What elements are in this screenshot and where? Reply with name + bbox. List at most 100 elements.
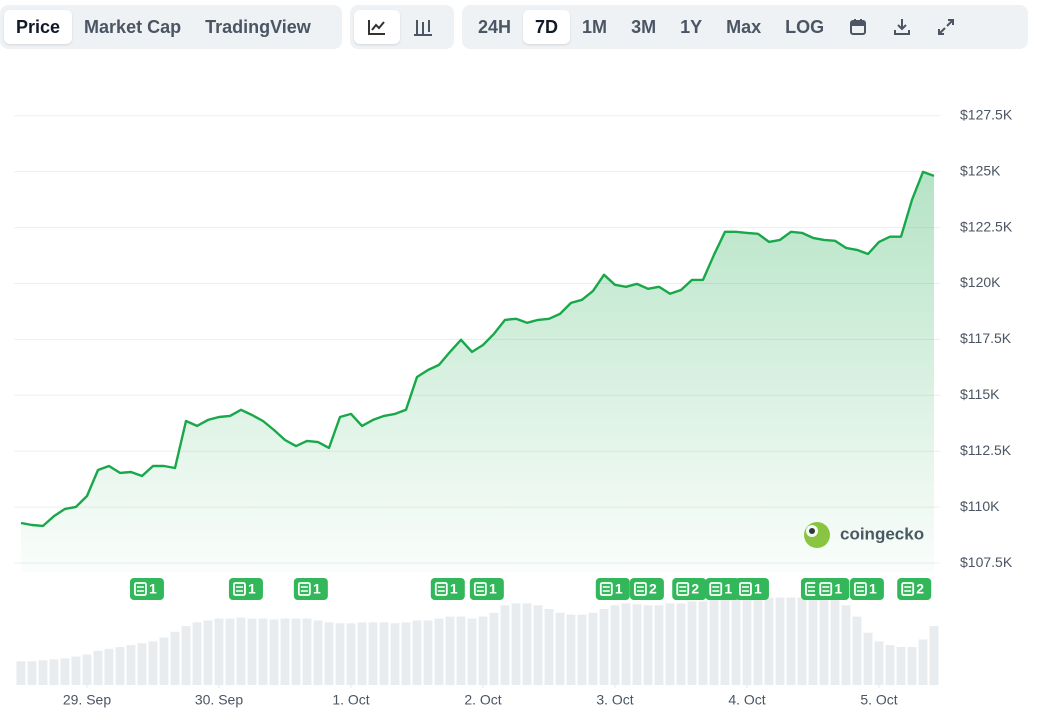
volume-bar [302, 618, 312, 685]
news-badge[interactable]: 2 [897, 578, 932, 600]
news-badge[interactable]: 2 [629, 578, 664, 600]
y-tick-label: $127.5K [960, 106, 1013, 122]
volume-bar [918, 639, 928, 685]
y-tick-label: $117.5K [960, 330, 1012, 346]
volume-bar [401, 622, 411, 685]
volume-bar [335, 623, 345, 685]
fullscreen-button[interactable] [924, 10, 968, 44]
volume-bar [60, 658, 70, 685]
badge-icon [473, 582, 487, 596]
volume-bar [643, 605, 653, 685]
price-line [20, 170, 935, 528]
volume-bar [621, 603, 631, 685]
y-tick-label: $125K [960, 162, 1001, 178]
range-tab[interactable]: 24H [478, 16, 512, 37]
range-tab[interactable]: 1Y [680, 16, 703, 37]
volume-bar [929, 626, 939, 685]
badge-count: 2 [649, 581, 657, 597]
news-badge[interactable]: 1 [815, 578, 850, 600]
volume-bar [357, 622, 367, 685]
volume-bar [863, 632, 873, 685]
volume-bar [786, 597, 796, 685]
line-style-button[interactable] [354, 10, 400, 44]
volume-bar [456, 616, 466, 685]
volume-bar [687, 601, 697, 685]
news-badge[interactable]: 1 [430, 578, 465, 600]
icon [938, 19, 955, 35]
volume-bar [665, 603, 675, 685]
volume-bar [797, 597, 807, 685]
volume-bar [280, 618, 290, 685]
y-tick-label: $115K [960, 386, 1000, 402]
view-tab[interactable]: Market Cap [84, 16, 182, 37]
volume-bar [478, 616, 488, 685]
badge-icon [854, 582, 867, 596]
volume-bar [93, 650, 103, 685]
volume-bar [676, 603, 686, 685]
volume-bar [170, 631, 180, 685]
volume-bar [632, 604, 642, 685]
news-badge[interactable]: 2 [672, 578, 707, 600]
news-badge[interactable]: 1 [228, 578, 263, 600]
badge-count: 1 [313, 581, 321, 597]
volume-bar [522, 603, 532, 685]
volume-bar [533, 605, 543, 685]
news-badge[interactable]: 1 [469, 578, 504, 600]
volume-bar [368, 622, 378, 685]
volume-bar [214, 618, 224, 685]
news-badge[interactable]: 1 [129, 578, 164, 600]
volume-bar [874, 641, 884, 685]
volume-bar [467, 618, 477, 685]
volume-bar [313, 620, 323, 685]
volume-bar [434, 618, 444, 685]
range-tab[interactable]: 3M [631, 16, 657, 37]
news-badge[interactable]: 1 [595, 578, 630, 600]
badge-count: 1 [149, 581, 157, 597]
badge-icon [633, 582, 647, 596]
badge-count: 1 [248, 581, 256, 597]
x-tick-label: 3. Oct [596, 692, 633, 708]
volume-bar [423, 620, 433, 685]
volume-bar [577, 614, 587, 685]
range-tabs: 24H 7D 1M 3M 1Y Max LOG [462, 5, 1028, 49]
volume-bar [137, 643, 147, 685]
range-tab[interactable]: LOG [785, 16, 825, 37]
badge-icon [901, 582, 915, 596]
news-badge[interactable]: 1 [734, 578, 769, 600]
x-tick-label: 2. Oct [464, 692, 501, 708]
volume-bar [27, 661, 37, 685]
volume-bar [654, 605, 664, 685]
volume-bar [709, 599, 719, 685]
y-tick-label: $107.5K [960, 554, 1013, 570]
volume-bar [82, 654, 92, 685]
candle-style-button[interactable] [400, 10, 446, 44]
volume-bar [500, 605, 510, 685]
volume-bar [390, 623, 400, 685]
news-badge[interactable]: 1 [705, 578, 740, 600]
line-icon [368, 20, 385, 35]
volume-bar [588, 612, 598, 685]
range-tab[interactable]: Max [726, 16, 762, 37]
calendar-button[interactable] [836, 10, 880, 44]
volume-bar [808, 597, 818, 685]
volume-bar [753, 599, 763, 685]
view-tab[interactable]: TradingView [205, 16, 311, 37]
news-badge[interactable]: 1 [293, 578, 328, 600]
view-tab[interactable]: Price [4, 10, 73, 44]
icon [850, 19, 867, 35]
badge-count: 1 [450, 581, 458, 597]
volume-bar [610, 605, 620, 685]
volume-bar [269, 619, 279, 685]
news-badge[interactable]: 1 [849, 578, 884, 600]
icon [894, 19, 911, 35]
volume-bar [126, 645, 136, 685]
volume-bar [159, 637, 169, 685]
badge-icon [819, 582, 833, 596]
range-tab[interactable]: 7D [523, 10, 571, 44]
volume-bar [203, 620, 213, 685]
range-tab[interactable]: 1M [582, 16, 608, 37]
volume-bar [566, 614, 576, 685]
volume-bar [412, 620, 422, 685]
download-button[interactable] [880, 10, 924, 44]
